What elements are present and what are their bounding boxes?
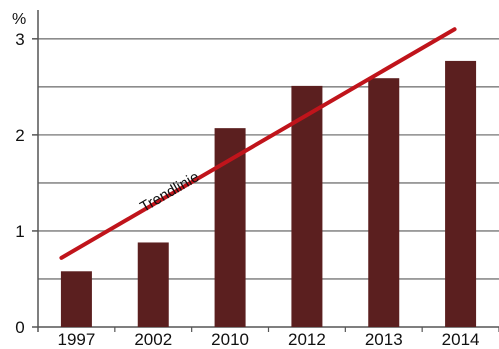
y-tick-label: 3 [15, 30, 24, 49]
bar [445, 60, 477, 328]
trendline-label: Trendlinie [137, 168, 202, 216]
bars [60, 60, 477, 328]
x-tick-label: 1997 [58, 330, 96, 349]
trendline [59, 27, 457, 260]
y-axis-unit-label: % [12, 11, 26, 28]
bar [368, 78, 400, 327]
y-tick-label: 0 [15, 318, 24, 337]
x-tick-label: 2012 [288, 330, 326, 349]
bar [137, 242, 169, 327]
bar [291, 85, 323, 327]
y-tick-label: 1 [15, 222, 24, 241]
x-tick-label: 2010 [211, 330, 249, 349]
gridlines [38, 38, 499, 280]
y-tick-label: 2 [15, 126, 24, 145]
x-tick-label: 2002 [134, 330, 172, 349]
bar [60, 271, 92, 327]
x-tick-label: 2013 [365, 330, 403, 349]
x-axis-labels: 1997 2002 2010 2012 2013 2014 [58, 327, 499, 349]
x-tick-label: 2014 [442, 330, 480, 349]
